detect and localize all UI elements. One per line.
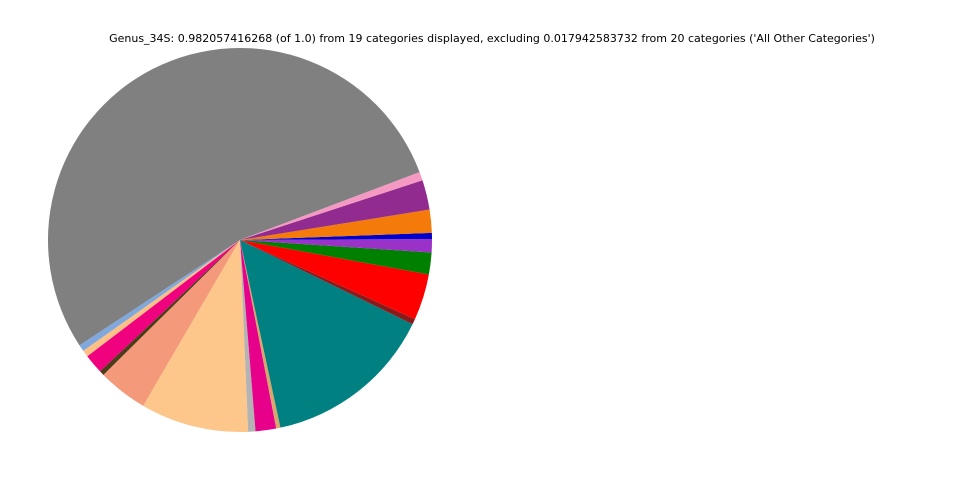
- pie-slice: [240, 240, 429, 320]
- pie-slice: [240, 240, 415, 325]
- pie-slice: [240, 238, 432, 253]
- pie-slice: [48, 48, 420, 346]
- pie-slice: [240, 240, 281, 429]
- pie-slice: [87, 240, 240, 372]
- pie-slice: [240, 180, 430, 240]
- pie-slice: [79, 240, 241, 351]
- pie-slice: [240, 240, 256, 432]
- chart-title: Genus_34S: 0.982057416268 (of 1.0) from …: [109, 32, 875, 45]
- pie-slice: [143, 240, 249, 432]
- pie-slice: [240, 172, 423, 240]
- pie-slice: [83, 240, 241, 357]
- pie-slice: [240, 240, 413, 428]
- pie-slice: [103, 240, 240, 406]
- pie: [48, 48, 432, 432]
- pie-slice: [240, 232, 432, 240]
- pie-slice: [100, 240, 240, 375]
- pie-slice: [240, 240, 277, 432]
- pie-slice: [240, 240, 432, 275]
- pie-slice: [240, 209, 432, 240]
